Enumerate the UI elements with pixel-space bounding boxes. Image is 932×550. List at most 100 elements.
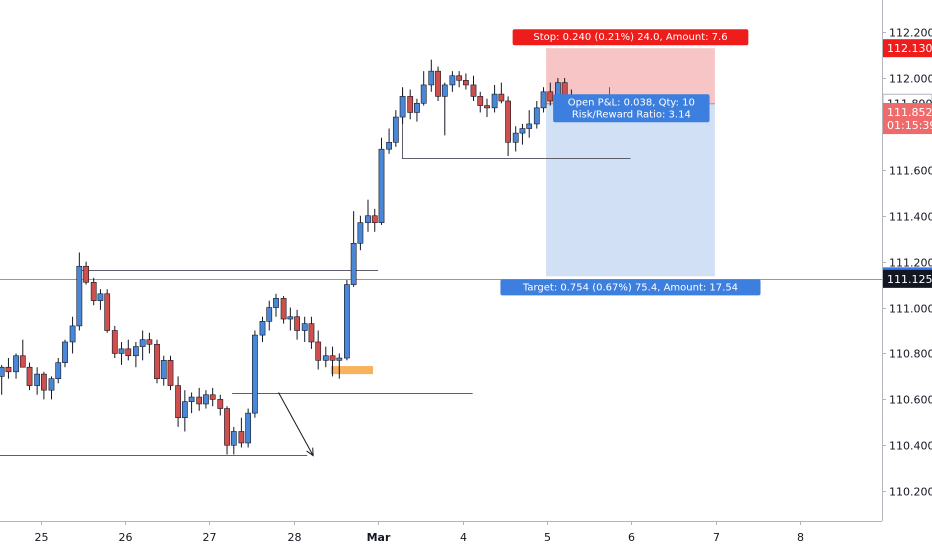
candle-body — [154, 343, 160, 380]
target-label: Target: 0.754 (0.67%) 75.4, Amount: 17.5… — [500, 279, 761, 296]
candle-up — [378, 137, 385, 225]
candle-body — [90, 282, 97, 301]
candle-body — [252, 334, 258, 414]
candle-down — [505, 96, 511, 157]
candle-body — [301, 323, 308, 331]
candle-down — [315, 330, 322, 370]
candle-body — [505, 100, 511, 143]
time-tick-label: Mar — [367, 531, 391, 544]
price-badge-text: 111.125 — [887, 273, 932, 286]
candle-body — [350, 242, 357, 285]
price-badge-text: 111.852 — [887, 106, 932, 119]
time-tick-label: 27 — [203, 531, 217, 544]
candle-down — [167, 355, 174, 391]
candle-down — [280, 296, 287, 324]
candle-body — [357, 222, 364, 244]
candle-body — [118, 348, 125, 354]
candle-up — [399, 87, 406, 124]
candle-body — [19, 355, 26, 368]
candle-body — [407, 96, 414, 113]
candle-up — [259, 316, 266, 342]
candle-up — [365, 199, 371, 232]
target-label-bg — [500, 279, 761, 296]
candle-up — [181, 390, 188, 432]
candle-down — [90, 277, 97, 306]
candle-body — [526, 123, 533, 129]
time-tick-label: 28 — [288, 531, 302, 544]
candle-down — [224, 406, 230, 455]
candle-down — [547, 82, 554, 106]
time-axis[interactable]: 25 26 27 28 Mar 4 5 6 7 8 — [0, 521, 882, 544]
candle-body — [484, 105, 490, 109]
candle-up — [160, 355, 167, 386]
price-tick-label: 111.600 — [889, 165, 932, 178]
candle-up — [540, 87, 547, 113]
time-tick-label: 8 — [797, 531, 804, 544]
candle-up — [491, 84, 498, 113]
candle-body — [315, 341, 322, 361]
candle-body — [139, 339, 146, 347]
candles — [0, 59, 575, 455]
candle-body — [294, 316, 300, 331]
candle-down — [371, 208, 378, 232]
candle-body — [386, 141, 392, 150]
candle-body — [477, 96, 484, 106]
candle-body — [280, 298, 287, 320]
pnl-label-text: Open P&L: 0.038, Qty: 10 — [568, 97, 695, 108]
candle-up — [287, 307, 294, 331]
candle-down — [463, 73, 469, 90]
long-position-tool[interactable] — [546, 48, 715, 277]
candle-down — [111, 325, 118, 359]
candle-body — [83, 265, 89, 283]
candle-up — [428, 59, 435, 92]
candle-down — [217, 394, 224, 416]
candle-down — [196, 387, 203, 411]
candle-body — [287, 316, 294, 320]
candle-body — [399, 96, 406, 118]
candle-body — [0, 366, 5, 377]
candle-body — [428, 70, 435, 86]
candle-body — [175, 385, 181, 419]
price-badge-bg — [883, 39, 932, 58]
target-label-text: Target: 0.754 (0.67%) 75.4, Amount: 17.5… — [522, 282, 738, 293]
candle-down — [238, 417, 245, 448]
candle-up — [420, 71, 427, 106]
candle-down — [308, 316, 315, 349]
candle-up — [139, 330, 146, 361]
candle-body — [463, 80, 469, 86]
candle-body — [230, 431, 237, 446]
time-tick-label: 26 — [119, 531, 133, 544]
candle-down — [407, 89, 414, 120]
candle-down — [329, 346, 336, 377]
candle-up — [13, 353, 19, 379]
candle-body — [435, 70, 441, 97]
candle-up — [188, 392, 195, 414]
candle-body — [533, 107, 540, 125]
candle-up — [357, 215, 364, 251]
candle-body — [217, 399, 224, 409]
candle-body — [365, 215, 371, 223]
candle-down — [125, 339, 132, 361]
candle-body — [160, 360, 167, 380]
candle-down — [209, 387, 216, 407]
time-tick-label: 5 — [544, 531, 551, 544]
candle-up — [441, 82, 448, 136]
candle-down — [83, 261, 89, 285]
candle-body — [209, 394, 216, 400]
price-axis[interactable]: 112.200112.000111.800111.600111.400111.2… — [882, 0, 932, 521]
time-tick-label: 7 — [713, 531, 720, 544]
candle-body — [55, 362, 62, 380]
candle-body — [266, 307, 273, 322]
trend-arrow-head — [306, 447, 314, 457]
drawings[interactable] — [0, 87, 882, 457]
candle-body — [540, 91, 547, 109]
candle-up — [449, 71, 456, 92]
candle-body — [245, 412, 252, 444]
candle-up — [533, 100, 540, 129]
price-tick-label: 110.200 — [889, 486, 932, 499]
stop-label-bg — [512, 29, 749, 46]
candle-body — [498, 93, 505, 102]
stop-label-text: Stop: 0.240 (0.21%) 24.0, Amount: 7.6 — [533, 32, 727, 43]
candle-body — [392, 116, 399, 143]
